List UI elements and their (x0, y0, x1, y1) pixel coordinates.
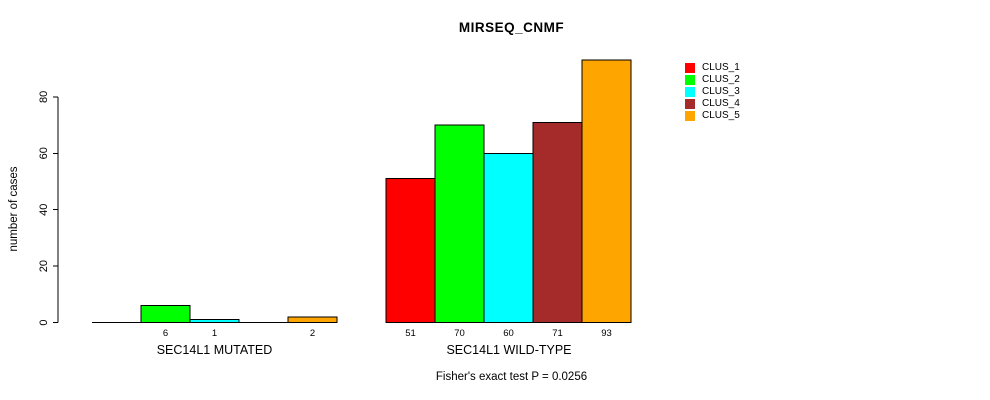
y-axis-tick-label: 20 (38, 260, 50, 272)
legend-item: CLUS_5 (685, 110, 740, 122)
fisher-test-note: Fisher's exact test P = 0.0256 (435, 371, 588, 383)
bar-value-label: 70 (454, 328, 465, 339)
bar-clus_2-group0 (140, 305, 191, 323)
bar-value-label: 6 (163, 328, 168, 339)
y-axis-tick-label: 80 (38, 91, 50, 103)
legend-label: CLUS_3 (702, 86, 740, 97)
legend-label: CLUS_5 (702, 110, 740, 121)
legend-item: CLUS_3 (685, 86, 740, 98)
legend-label: CLUS_4 (702, 98, 740, 109)
bar-value-label: 93 (601, 328, 612, 339)
legend-item: CLUS_2 (685, 74, 740, 86)
legend: CLUS_1 CLUS_2 CLUS_3 CLUS_4 CLUS_5 (685, 62, 740, 122)
x-group-label-wildtype: SEC14L1 WILD-TYPE (446, 343, 572, 357)
y-axis-tick-label: 60 (38, 147, 50, 159)
legend-swatch-icon (685, 87, 695, 97)
y-axis-tick-label: 0 (38, 319, 50, 325)
x-group-label-mutated: SEC14L1 MUTATED (156, 343, 273, 357)
y-axis-title: number of cases (8, 166, 20, 252)
chart-title: MIRSEQ_CNMF (458, 20, 565, 35)
bar-value-label: 60 (503, 328, 514, 339)
bar-clus_4-group1 (532, 121, 583, 323)
bar-clus_1-group1 (385, 178, 436, 323)
legend-item: CLUS_4 (685, 98, 740, 110)
bar-value-label: 71 (552, 328, 563, 339)
legend-label: CLUS_2 (702, 74, 740, 85)
bar-clus_3-group1 (483, 152, 534, 323)
legend-swatch-icon (685, 63, 695, 73)
bar-clus_5-group1 (581, 59, 632, 324)
bar-value-label: 51 (405, 328, 416, 339)
y-axis-tick-label: 40 (38, 204, 50, 216)
bar-value-label: 1 (212, 328, 217, 339)
legend-swatch-icon (685, 99, 695, 109)
legend-swatch-icon (685, 75, 695, 85)
legend-swatch-icon (685, 111, 695, 121)
bar-clus_5-group0 (287, 316, 338, 323)
bar-value-label: 2 (310, 328, 315, 339)
bar-clus_2-group1 (434, 124, 485, 323)
legend-label: CLUS_1 (702, 62, 740, 73)
bar-clus_3-group0 (189, 319, 240, 323)
legend-item: CLUS_1 (685, 62, 740, 74)
